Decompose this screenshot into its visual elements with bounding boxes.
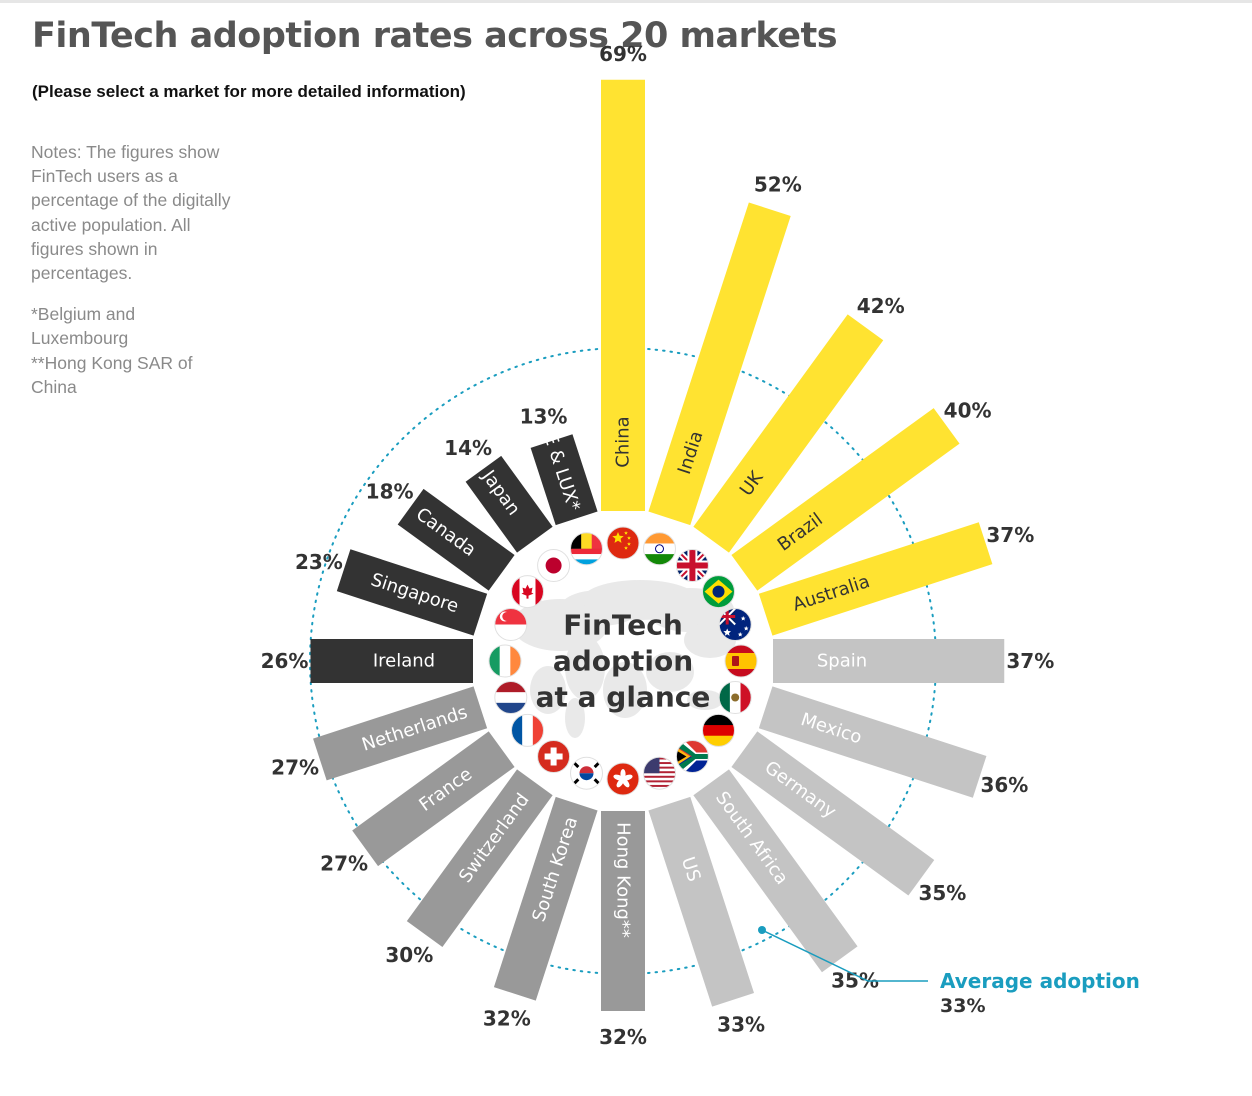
bar-label-spain: Spain [817,651,867,672]
germany-flag-icon [702,713,735,747]
value-label-us: 33% [717,1013,765,1037]
bar-mexico[interactable] [758,686,987,798]
value-label-germany: 35% [918,881,966,905]
average-callout: Average adoption 33% [758,926,1140,1017]
bar-label-ireland: Ireland [373,651,435,672]
center-label-line: FinTech [563,609,683,642]
hong-kong-flag-icon [606,762,640,796]
value-label-spain: 37% [1006,649,1054,673]
bar-australia[interactable] [758,522,993,636]
bar-switzerland[interactable] [406,769,553,947]
world-map-graphic [512,580,736,738]
average-value: 33% [940,995,985,1017]
bar-south-korea[interactable] [493,796,598,1001]
bar-singapore[interactable] [336,549,488,636]
value-label-south-korea: 32% [483,1007,531,1031]
spain-flag-icon [724,644,758,678]
bar-ireland[interactable] [310,639,474,683]
average-label: Average adoption [940,969,1140,993]
value-label-china: 69% [599,42,647,66]
map-landmass [646,652,694,692]
mexico-flag-icon [718,681,752,714]
value-label-canada: 18% [366,479,414,503]
bar-group-ireland[interactable]: Ireland 26% [261,639,522,683]
value-label-singapore: 23% [295,550,343,574]
value-label-ireland: 26% [261,649,309,673]
bar-netherlands[interactable] [313,686,488,781]
value-label-hong-kong: 32% [599,1025,647,1049]
notes-main: Notes: The figures show FinTech users as… [31,142,231,284]
bar-south-africa[interactable] [693,769,858,973]
map-landmass [565,698,585,738]
footnote-be-lux: *Belgium and Luxembourg [31,304,136,349]
value-label-france: 27% [320,852,368,876]
bar-label-hong-kong: Hong Kong** [613,822,634,938]
south-korea-flag-icon [570,756,603,790]
bar-group-spain[interactable]: Spain 37% [724,639,1054,683]
value-label-mexico: 36% [980,773,1028,797]
france-flag-icon [511,713,544,747]
canada-flag-icon [511,575,544,609]
value-label-netherlands: 27% [271,756,319,780]
bar-us[interactable] [648,796,755,1007]
bar-spain[interactable] [773,639,1005,683]
japan-flag-icon [537,549,571,582]
map-landmass [687,690,723,710]
bar-uk[interactable] [693,314,884,553]
center-label-line: adoption [553,645,693,678]
us-flag-icon [643,756,676,790]
center-label-line: at a glance [536,681,711,714]
china-flag-icon [606,526,640,560]
value-label-india: 52% [754,173,802,197]
australia-flag-icon [718,608,752,641]
bar-be-lux[interactable] [530,434,598,526]
bar-group-china[interactable]: China 69% [599,42,647,560]
bar-canada[interactable] [397,488,515,591]
notes-panel: Notes: The figures show FinTech users as… [31,140,231,416]
notes-footnotes: *Belgium and Luxembourg **Hong Kong SAR … [31,302,231,399]
bar-hong-kong[interactable] [601,811,645,1011]
bar-china[interactable] [601,79,645,511]
singapore-flag-icon [494,608,528,641]
uk-flag-icon [675,549,709,582]
map-landmass [603,662,647,718]
india-flag-icon [643,532,676,566]
top-divider [0,0,1252,3]
value-label-australia: 37% [986,523,1034,547]
map-landmass [530,666,566,714]
bar-japan[interactable] [465,455,553,553]
value-label-be-lux: 13% [520,404,568,428]
average-leader-line [761,929,928,982]
bar-india[interactable] [648,202,791,526]
brazil-flag-icon [702,575,735,609]
value-label-switzerland: 30% [385,943,433,967]
netherlands-flag-icon [494,681,528,714]
bar-france[interactable] [352,731,515,867]
footnote-hong-kong: **Hong Kong SAR of China [31,352,193,397]
ireland-flag-icon [488,644,522,678]
value-label-uk: 42% [857,294,905,318]
bar-brazil[interactable] [731,408,960,591]
bars: China69%India52%UK42%Brazil40%Australia3… [261,42,1055,1049]
page-subtitle: (Please select a market for more detaile… [32,82,466,101]
south-africa-flag-icon [675,740,709,773]
value-label-japan: 14% [444,436,492,460]
map-landmass [565,636,605,700]
switzerland-flag-icon [537,740,571,773]
bar-group-hong-kong[interactable]: Hong Kong** 32% [599,762,647,1049]
bar-germany[interactable] [731,731,935,896]
belgium-luxembourg-flag-icon [570,532,603,566]
value-label-brazil: 40% [944,399,992,423]
bar-label-china: China [613,416,634,467]
page-title: FinTech adoption rates across 20 markets [32,16,838,56]
